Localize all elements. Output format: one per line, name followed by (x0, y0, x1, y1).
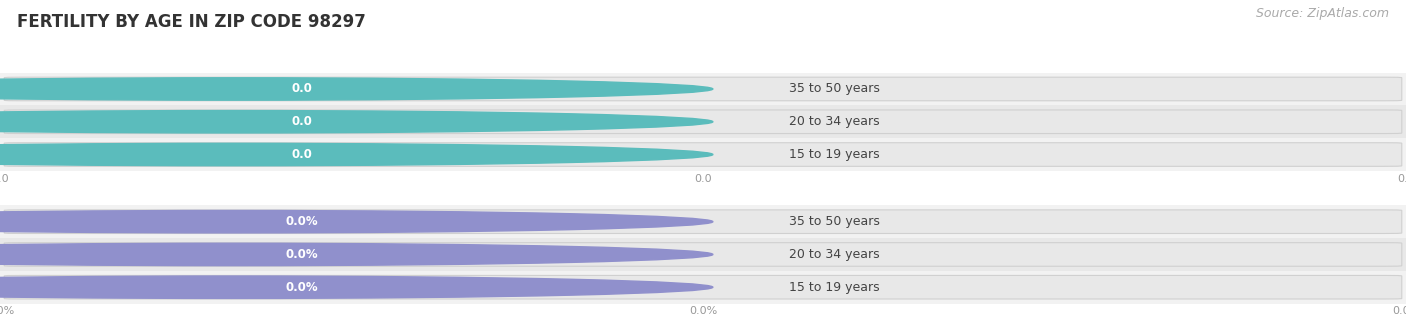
Text: 20 to 34 years: 20 to 34 years (789, 115, 879, 128)
FancyBboxPatch shape (4, 77, 1402, 101)
Bar (0, 105, 1406, 138)
Text: 0.0: 0.0 (292, 82, 312, 95)
Text: 35 to 50 years: 35 to 50 years (789, 82, 880, 95)
FancyBboxPatch shape (4, 210, 1402, 234)
FancyBboxPatch shape (4, 243, 1402, 266)
Circle shape (0, 143, 713, 166)
FancyBboxPatch shape (4, 276, 1402, 299)
Text: 0.0%: 0.0% (285, 215, 319, 228)
Bar (0, 238, 1406, 271)
FancyBboxPatch shape (273, 145, 332, 165)
Text: 15 to 19 years: 15 to 19 years (789, 281, 879, 294)
Circle shape (0, 243, 713, 266)
Bar (0, 138, 1406, 171)
Text: 0.0%: 0.0% (285, 281, 319, 294)
Text: FERTILITY BY AGE IN ZIP CODE 98297: FERTILITY BY AGE IN ZIP CODE 98297 (17, 13, 366, 31)
Circle shape (0, 111, 713, 133)
FancyBboxPatch shape (273, 79, 332, 99)
Text: 35 to 50 years: 35 to 50 years (789, 215, 880, 228)
Text: 0.0: 0.0 (292, 115, 312, 128)
Text: 15 to 19 years: 15 to 19 years (789, 148, 879, 161)
Text: 20 to 34 years: 20 to 34 years (789, 248, 879, 261)
FancyBboxPatch shape (4, 110, 1402, 134)
FancyBboxPatch shape (273, 112, 332, 132)
Circle shape (0, 276, 713, 298)
FancyBboxPatch shape (273, 277, 332, 297)
Circle shape (0, 211, 713, 233)
Text: 0.0: 0.0 (292, 148, 312, 161)
Bar (0, 205, 1406, 238)
FancyBboxPatch shape (273, 245, 332, 264)
Circle shape (0, 78, 713, 100)
Bar (0, 73, 1406, 105)
Bar (0, 271, 1406, 304)
FancyBboxPatch shape (4, 143, 1402, 166)
FancyBboxPatch shape (273, 212, 332, 232)
Text: 0.0%: 0.0% (285, 248, 319, 261)
Text: Source: ZipAtlas.com: Source: ZipAtlas.com (1256, 7, 1389, 19)
